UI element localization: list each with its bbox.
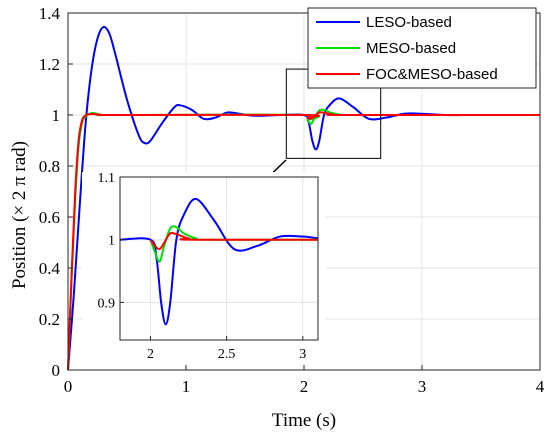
y-tick-label: 0.2	[39, 310, 60, 329]
y-tick-label: 0.4	[39, 259, 61, 278]
inset-series-lines	[120, 197, 318, 326]
x-tick-label: 0	[64, 377, 73, 396]
main-x-ticks: 0 1 2 3 4	[64, 365, 545, 396]
inset-line-foc-meso	[149, 231, 318, 251]
inset-x-tick-label: 2.5	[218, 347, 236, 362]
inset-frame	[119, 176, 319, 341]
legend: LESO-based MESO-based FOC&MESO-based	[307, 7, 537, 89]
series-line-foc-meso	[67, 111, 541, 371]
x-tick-label: 3	[418, 377, 427, 396]
inset-y-tick-label: 0.9	[98, 296, 116, 311]
x-tick-label: 4	[536, 377, 545, 396]
y-tick-label: 0.6	[39, 208, 60, 227]
y-tick-label: 0.8	[39, 157, 60, 176]
main-series-lines	[67, 25, 541, 371]
legend-label-foc-meso: FOC&MESO-based	[366, 66, 498, 83]
x-tick-label: 2	[300, 377, 309, 396]
inset-x-ticks: 2 2.5 3	[147, 336, 306, 362]
inset-x-tick-label: 3	[299, 347, 306, 362]
y-tick-label: 1	[52, 106, 61, 125]
inset-y-tick-label: 1	[108, 234, 115, 249]
inset-y-tick-label: 1.1	[98, 171, 116, 186]
y-tick-label: 1.4	[39, 4, 61, 23]
x-tick-label: 1	[182, 377, 191, 396]
inset-background	[82, 172, 326, 365]
legend-label-meso: MESO-based	[366, 40, 456, 57]
y-tick-label: 0	[52, 361, 61, 380]
main-y-ticks: 0 0.2 0.4 0.6 0.8 1 1.2 1.4	[39, 4, 73, 380]
legend-label-leso: LESO-based	[366, 14, 452, 31]
x-axis-label: Time (s)	[272, 410, 336, 431]
inset-y-ticks: 0.9 1 1.1	[98, 171, 124, 311]
series-line-leso	[67, 25, 540, 371]
inset-x-tick-label: 2	[147, 347, 154, 362]
y-axis-label: Position (× 2 π rad)	[9, 141, 30, 289]
y-tick-label: 1.2	[39, 55, 60, 74]
